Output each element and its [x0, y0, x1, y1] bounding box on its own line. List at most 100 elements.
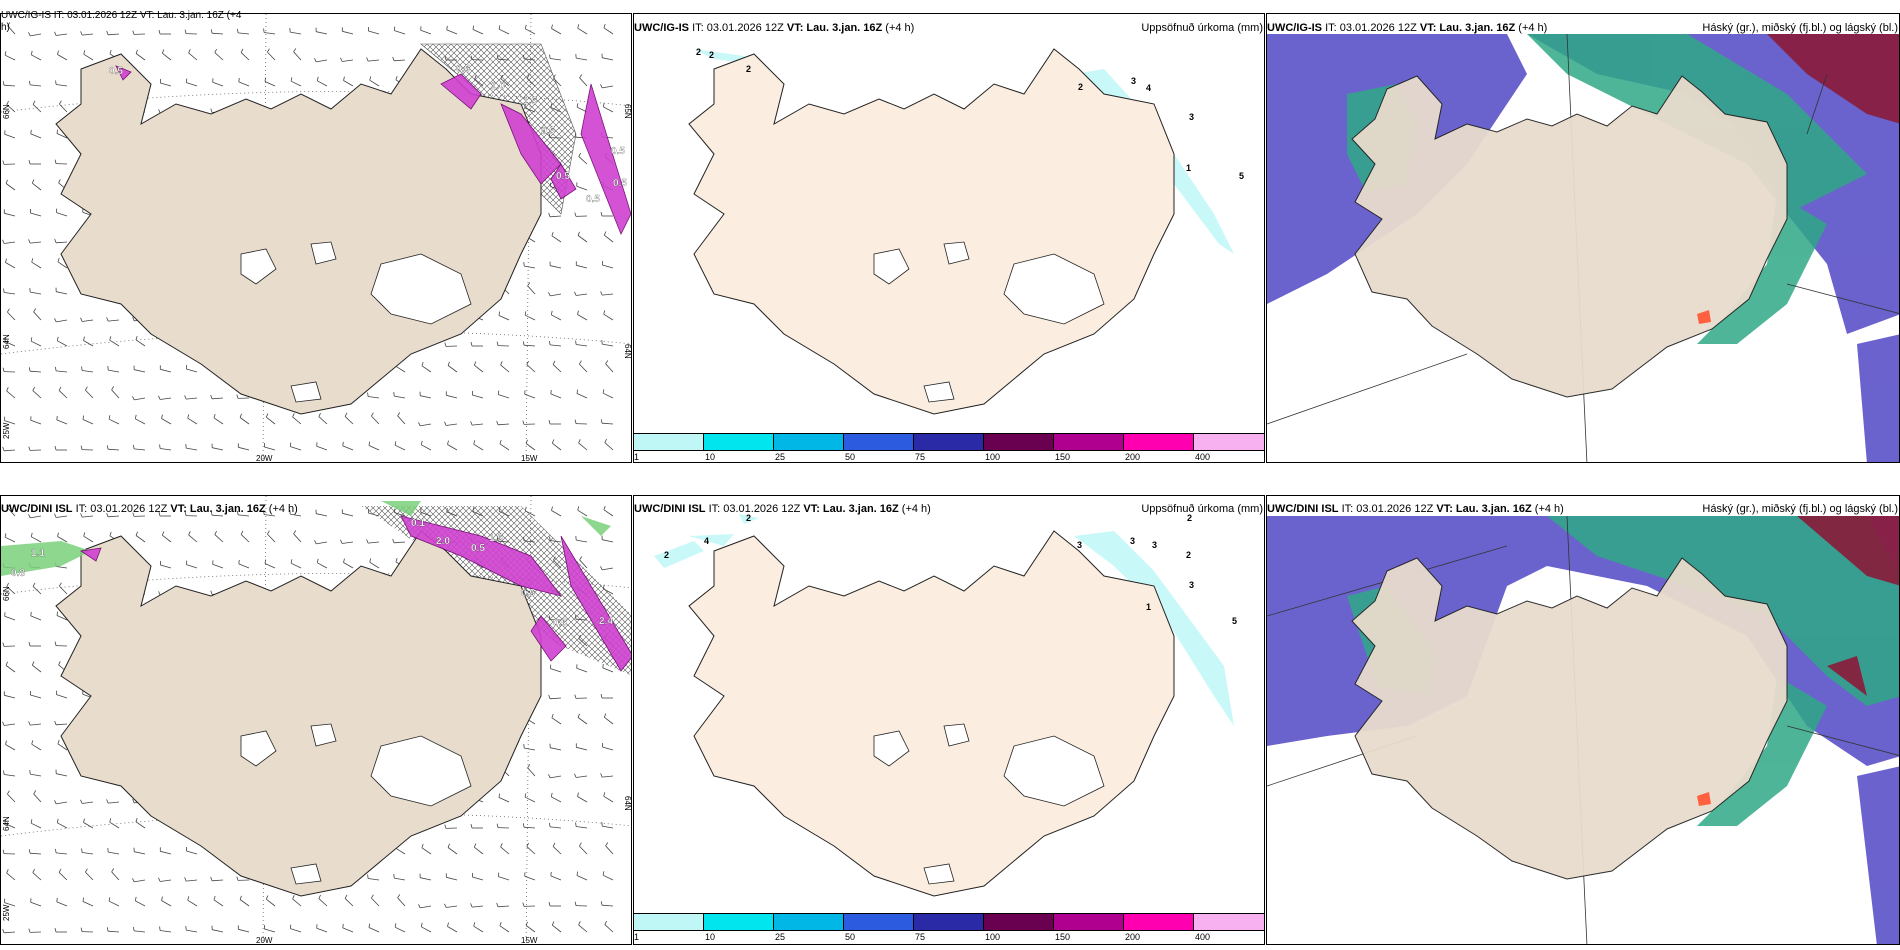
wind-barb: [56, 901, 68, 907]
wind-barb-flag: [7, 22, 11, 27]
wind-barb: [602, 264, 614, 269]
wind-barb: [342, 445, 354, 451]
wind-barb-flag: [526, 360, 529, 365]
colorbar-swatch: [843, 913, 914, 931]
wind-barb: [238, 32, 250, 35]
wind-barb: [134, 879, 146, 883]
colorbar-swatch: [1123, 913, 1194, 931]
wind-barb: [83, 535, 94, 543]
wind-barb-flag: [30, 532, 33, 537]
wind-label: 0.5: [109, 66, 123, 77]
wind-barb: [523, 344, 536, 347]
wind-barb: [82, 419, 94, 425]
wind-barb: [579, 845, 588, 855]
wind-barb-flag: [550, 389, 552, 394]
wind-barb-flag: [446, 25, 448, 30]
wind-barb: [420, 395, 432, 399]
wind-barb: [56, 33, 68, 36]
colorbar-swatch: [633, 913, 704, 931]
wind-barb: [550, 393, 562, 399]
wind-barb: [551, 314, 562, 321]
wind-barb-flag: [236, 394, 239, 399]
wind-barb-flag: [342, 923, 344, 928]
wind-barb: [317, 562, 328, 569]
wind-barb: [447, 444, 458, 451]
wind-barb-flag: [55, 80, 57, 85]
wind-barb: [576, 667, 588, 673]
iceland-land: [688, 48, 1175, 415]
wind-barb: [602, 293, 614, 296]
wind-barb-flag: [421, 843, 424, 848]
wind-barb: [212, 563, 224, 569]
iceland-land: [1351, 557, 1788, 880]
wind-barb: [397, 897, 406, 907]
wind-barb: [446, 423, 458, 426]
wind-barb-flag: [213, 895, 216, 900]
model-name: UWC/DINI ISL: [634, 503, 706, 515]
lat-label: 64N: [2, 816, 11, 831]
wind-barb: [109, 821, 120, 829]
lon-label: 25W: [2, 904, 11, 921]
wind-barb-flag: [2, 81, 5, 86]
wind-barb: [602, 874, 614, 881]
colorbar-swatch: [983, 433, 1054, 451]
wind-barb: [267, 533, 276, 543]
wind-barb: [497, 58, 510, 61]
wind-barb-flag: [292, 413, 295, 418]
wind-barb-flag: [473, 843, 477, 848]
wind-barb-flag: [524, 311, 527, 316]
wind-barb-flag: [498, 311, 500, 316]
wind-barb-flag: [6, 869, 9, 874]
wind-barb: [32, 872, 42, 881]
wind-barb: [474, 78, 484, 87]
wind-barb: [111, 871, 120, 881]
wind-barb: [31, 536, 42, 543]
wind-barb: [162, 52, 172, 61]
wind-barb-flag: [33, 790, 37, 795]
wind-barb: [239, 899, 250, 907]
wind-barb: [500, 364, 510, 373]
init-time: IT: 03.01.2026 12Z: [692, 22, 784, 34]
wind-barb-flag: [367, 392, 369, 397]
wind-barb: [394, 395, 406, 399]
wind-barb-flag: [524, 506, 527, 511]
wind-barb-flag: [187, 414, 190, 419]
wind-barb-flag: [161, 531, 165, 536]
wind-barb-flag: [210, 876, 213, 881]
wind-barb-flag: [574, 291, 577, 296]
wind-barb: [447, 847, 458, 855]
cloud-map-panel-1: [1266, 13, 1900, 463]
wind-barb: [4, 212, 16, 217]
wind-barb-flag: [314, 540, 317, 545]
wind-barb-flag: [54, 800, 57, 805]
lead-time: (+4 h): [268, 503, 298, 515]
wind-barb: [57, 536, 68, 543]
wind-barb: [186, 850, 198, 855]
wind-barb: [30, 241, 42, 244]
wind-barb-flag: [500, 843, 503, 848]
wind-barb-flag: [548, 774, 551, 779]
wind-barb: [30, 84, 42, 87]
colorbar-swatch: [773, 913, 844, 931]
wind-barb-flag: [132, 798, 135, 803]
wind-barb-flag: [30, 819, 33, 824]
wind-barb-flag: [58, 386, 62, 391]
wind-barb: [109, 339, 120, 347]
wind-barb: [107, 448, 120, 451]
wind-barb-flag: [263, 28, 265, 33]
wind-barb-flag: [447, 440, 449, 445]
colorbar-tick: 75: [915, 452, 926, 462]
wind-barb: [186, 397, 198, 400]
wind-barb-flag: [213, 413, 216, 418]
wind-barb: [552, 846, 562, 855]
wind-barb: [188, 534, 198, 543]
wind-barb: [56, 133, 68, 139]
wind-barb: [498, 797, 510, 803]
wind-barb: [576, 57, 588, 61]
wind-barb: [526, 364, 536, 373]
wind-barb-flag: [133, 444, 135, 449]
wind-barb: [576, 746, 588, 751]
wind-barb-flag: [579, 360, 582, 365]
wind-barb-flag: [80, 799, 83, 804]
wind-barb-flag: [134, 414, 137, 419]
